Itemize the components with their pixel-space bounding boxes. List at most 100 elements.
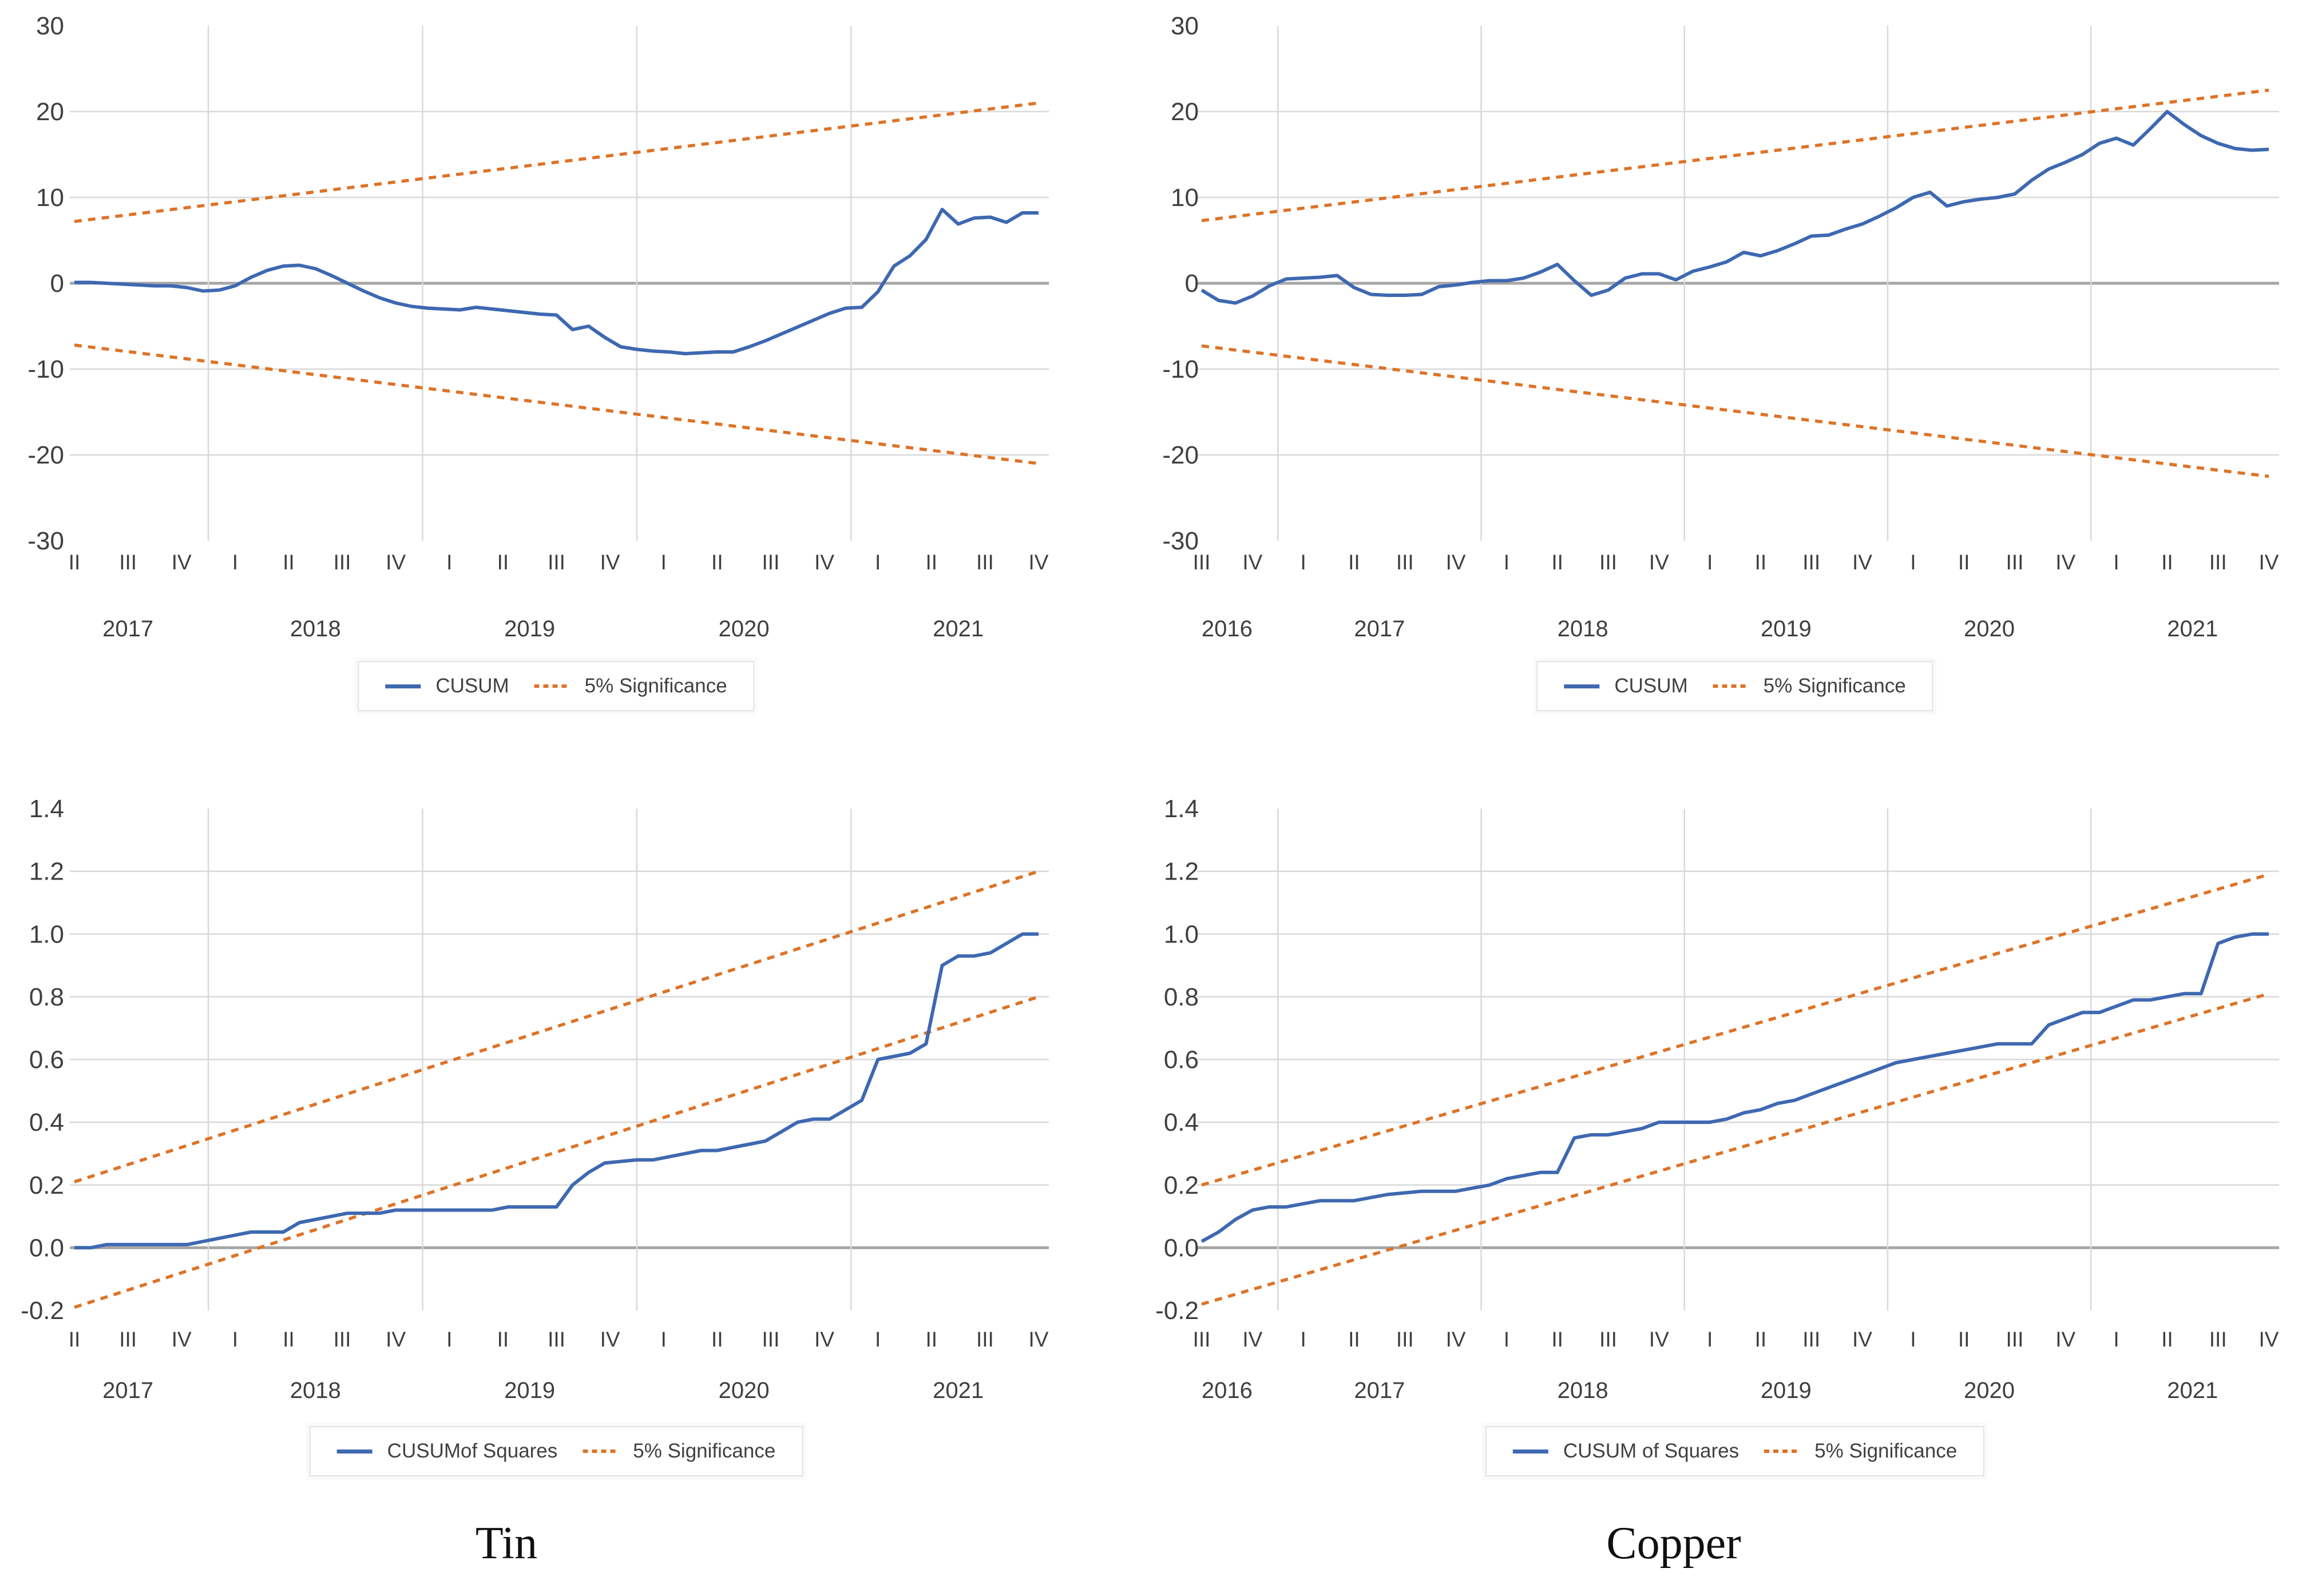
y-axis-label: 0.2	[1164, 1171, 1199, 1199]
significance-line-swatch	[1764, 1450, 1800, 1453]
quarter-label: III	[1193, 1328, 1211, 1351]
significance-lower-line	[1201, 344, 2269, 478]
year-label: 2020	[719, 616, 770, 641]
significance-line-swatch	[534, 684, 570, 688]
quarter-label: I	[1910, 1328, 1916, 1351]
quarter-label: I	[1300, 551, 1306, 574]
quarter-label: II	[1348, 551, 1360, 574]
y-axis-label: 1.2	[1164, 858, 1199, 886]
y-axis-label: 20	[1171, 98, 1199, 126]
significance-lower-line	[1201, 992, 2269, 1306]
year-label: 2021	[933, 616, 984, 641]
year-label: 2016	[1202, 616, 1253, 641]
quarter-label: I	[1707, 1328, 1713, 1351]
quarter-label: II	[1551, 1328, 1563, 1351]
y-axis-label: -0.2	[1156, 1297, 1199, 1325]
y-axis-label: 0.0	[1164, 1234, 1199, 1262]
quarter-label: IV	[1649, 551, 1669, 574]
y-axis-label: -20	[1162, 441, 1199, 469]
year-label: 2017	[1354, 1378, 1405, 1403]
quarter-label: IV	[386, 551, 406, 574]
quarter-label: III	[548, 1328, 565, 1351]
year-label: 2017	[1354, 616, 1405, 641]
quarter-label: IV	[814, 1328, 834, 1351]
legend-label-cusum: CUSUM	[1614, 675, 1688, 697]
significance-upper-line	[74, 870, 1039, 1183]
quarter-label: II	[283, 551, 295, 574]
legend-label-significance: 5% Significance	[633, 1440, 776, 1462]
year-label: 2017	[102, 1378, 153, 1403]
year-label: 2021	[2167, 1378, 2218, 1403]
cusum-line	[1200, 110, 2269, 305]
quarter-label: III	[1193, 551, 1211, 574]
y-axis-label: 0	[1185, 270, 1199, 298]
quarter-label: III	[1802, 551, 1820, 574]
quarter-label: IV	[1446, 1328, 1466, 1351]
y-axis-label: -30	[27, 527, 64, 555]
y-axis-label: 0.2	[29, 1171, 64, 1199]
cusum-line-swatch	[385, 684, 421, 688]
quarter-label: III	[2006, 551, 2024, 574]
quarter-label: II	[69, 1328, 81, 1351]
quarter-label: I	[661, 1328, 667, 1351]
quarter-label: II	[2161, 551, 2173, 574]
year-label: 2019	[1761, 1378, 1812, 1403]
y-axis-label: 30	[1171, 12, 1199, 40]
quarter-label: II	[497, 1328, 509, 1351]
year-label: 2020	[1964, 1378, 2015, 1403]
significance-upper-line	[1201, 88, 2269, 223]
y-axis-label: 0.8	[1164, 983, 1199, 1011]
quarter-label: I	[1707, 551, 1713, 574]
quarter-label: IV	[1852, 551, 1872, 574]
quarter-label: IV	[2259, 551, 2279, 574]
tin-cusum-legend: CUSUM 5% Significance	[358, 661, 755, 711]
y-axis-label: 10	[36, 184, 64, 212]
copper-cusum-chart: 30 20 10 0 -10 -20 -30 III IV I II III IV I II III IV I II…	[1156, 0, 2302, 658]
y-axis-label: 0.0	[29, 1234, 64, 1262]
copper-cusum-legend: CUSUM 5% Significance	[1536, 661, 1933, 711]
year-label: 2017	[102, 616, 153, 641]
year-label: 2018	[290, 616, 341, 641]
quarter-label: II	[1348, 1328, 1360, 1351]
significance-upper-line	[1201, 873, 2269, 1187]
quarter-label: II	[711, 1328, 723, 1351]
y-axis-label: 0	[50, 270, 64, 298]
y-axis-label: 0.4	[29, 1108, 64, 1136]
year-label: 2018	[290, 1378, 341, 1403]
y-axis-label: -10	[1162, 355, 1199, 383]
year-label: 2021	[933, 1378, 984, 1403]
year-label: 2020	[719, 1378, 770, 1403]
tin-cusumsq-legend: CUSUMof Squares 5% Significance	[309, 1426, 803, 1476]
y-axis-label: 1.0	[1164, 920, 1199, 948]
quarter-label: IV	[1649, 1328, 1669, 1351]
significance-lower-line	[74, 995, 1039, 1309]
quarter-label: II	[925, 1328, 937, 1351]
quarter-label: II	[2161, 1328, 2173, 1351]
quarter-label: III	[1599, 1328, 1617, 1351]
legend-label-significance: 5% Significance	[584, 675, 727, 697]
quarter-label: IV	[2055, 551, 2075, 574]
quarter-label: III	[334, 1328, 351, 1351]
quarter-label: IV	[600, 551, 620, 574]
quarter-label: IV	[1852, 1328, 1872, 1351]
quarter-label: I	[875, 1328, 881, 1351]
quarter-label: II	[69, 551, 81, 574]
y-axis-label: 1.2	[29, 858, 64, 886]
quarter-label: II	[711, 551, 723, 574]
quarter-label: IV	[172, 551, 192, 574]
quarter-label: I	[1910, 551, 1916, 574]
quarter-label: IV	[600, 1328, 620, 1351]
quarter-label: IV	[1029, 551, 1049, 574]
quarter-label: III	[976, 551, 994, 574]
cusum-line	[1200, 932, 2269, 1243]
y-axis-label: 0.6	[29, 1046, 64, 1074]
copper-cusumsq-legend: CUSUM of Squares 5% Significance	[1485, 1426, 1985, 1476]
y-axis-label: -10	[27, 355, 64, 383]
y-axis-label: -20	[27, 441, 64, 469]
cusum-of-squares-line-swatch	[336, 1449, 373, 1454]
legend-label-significance: 5% Significance	[1763, 675, 1906, 697]
quarter-label: I	[446, 551, 452, 574]
quarter-label: III	[119, 1328, 137, 1351]
